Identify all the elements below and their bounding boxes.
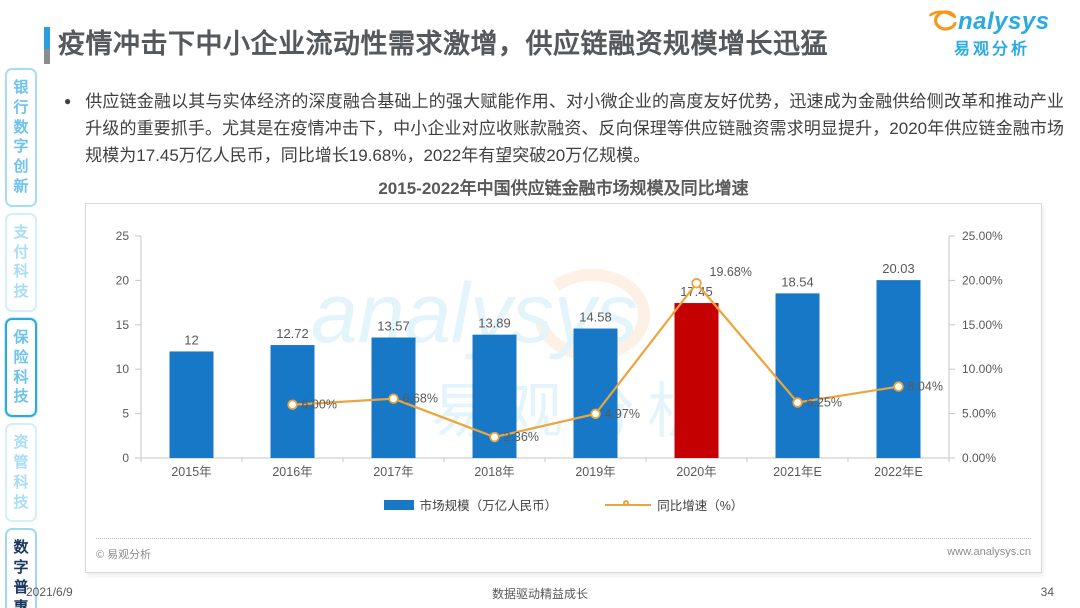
svg-text:13.89: 13.89 [478,316,511,331]
svg-text:6.25%: 6.25% [807,396,842,410]
logo-wordmark: nalysys [958,8,1050,35]
svg-text:8.04%: 8.04% [908,380,943,394]
footer-slogan: 数据驱动精益成长 [491,587,588,601]
chart-source: © 易观分析 [96,549,152,561]
page-title: 疫情冲击下中小企业流动性需求激增，供应链融资规模增长迅猛 [58,29,828,59]
chart-legend: 市场规模（万亿人民币） 同比增速（%） [86,495,1041,514]
svg-text:2019年: 2019年 [575,465,615,479]
svg-text:19.68%: 19.68% [710,265,752,279]
brand-logo: nalysys 易观分析 [928,8,1074,59]
sidebar-item-2[interactable]: 支付科技 [5,212,37,312]
line-marker [893,381,904,392]
svg-text:0: 0 [122,451,129,465]
chart-title: 2015-2022年中国供应链金融市场规模及同比增速 [378,179,749,198]
chart-website: www.analysys.cn [947,546,1031,558]
logo-chinese-name: 易观分析 [954,41,1031,58]
svg-text:14.58: 14.58 [579,310,612,325]
logo-swirl-icon [929,10,957,31]
sidebar-item-5[interactable]: 数字普惠 [5,528,37,608]
intro-block: ● 供应链金融以其与实体经济的深度融合基础上的强大赋能作用、对小微企业的高度友好… [64,88,1064,169]
svg-text:2021年E: 2021年E [773,465,822,479]
bar [876,280,921,458]
svg-text:6.00%: 6.00% [302,398,337,412]
bar [775,293,820,458]
legend-line-marker [623,499,630,506]
svg-text:2018年: 2018年 [474,465,514,479]
svg-text:20.00%: 20.00% [962,273,1003,287]
svg-text:18.54: 18.54 [781,274,814,289]
svg-text:2.36%: 2.36% [504,430,539,444]
svg-text:12.72: 12.72 [276,326,309,341]
svg-text:15.00%: 15.00% [962,318,1003,332]
legend-bar-label: 市场规模（万亿人民币） [419,499,558,513]
line-marker [287,399,298,410]
legend-item-line: 同比增速（%） [605,495,743,514]
svg-text:12: 12 [184,332,198,347]
card-divider [96,538,1031,539]
line-marker [792,397,803,408]
svg-text:0.00%: 0.00% [962,451,996,465]
sidebar: 银行数字创新支付科技保险科技资管科技数字普惠 [3,68,39,608]
legend-line-swatch [605,499,652,506]
intro-text: 供应链金融以其与实体经济的深度融合基础上的强大赋能作用、对小微企业的高度友好优势… [85,92,1064,165]
svg-text:25: 25 [116,229,130,243]
sidebar-item-3[interactable]: 保险科技 [5,317,37,418]
svg-text:4.97%: 4.97% [605,407,640,421]
line-marker [388,393,399,404]
legend-line-label: 同比增速（%） [657,499,744,513]
svg-text:13.57: 13.57 [377,318,410,333]
svg-text:20.03: 20.03 [882,261,915,276]
svg-text:2015年: 2015年 [171,465,211,479]
legend-item-bar: 市场规模（万亿人民币） [383,495,558,514]
sidebar-item-4[interactable]: 资管科技 [5,423,37,523]
svg-text:2020年: 2020年 [676,465,716,479]
combo-chart: analysys易观分析05101520250.00%5.00%10.00%15… [116,229,1003,479]
chart-card: analysys易观分析05101520250.00%5.00%10.00%15… [85,203,1042,573]
bar [674,303,719,458]
svg-text:15: 15 [116,318,130,332]
svg-text:2017年: 2017年 [373,465,413,479]
line-marker [590,408,601,420]
line-marker [489,431,500,443]
svg-text:5: 5 [122,407,129,421]
footer-date: 2021/6/9 [26,585,73,599]
svg-text:25.00%: 25.00% [962,229,1003,243]
bullet-icon: ● [64,94,72,108]
svg-text:10.00%: 10.00% [962,362,1003,376]
bar [169,351,214,458]
footer-page-number: 34 [1040,585,1054,599]
svg-text:20: 20 [116,273,130,287]
svg-text:10: 10 [116,362,130,376]
svg-text:2022年E: 2022年E [874,465,923,479]
legend-bar-swatch [383,499,414,510]
svg-text:2016年: 2016年 [272,465,312,479]
title-accent-bar [44,27,50,64]
line-marker [691,278,702,289]
svg-text:5.00%: 5.00% [962,407,996,421]
sidebar-item-1[interactable]: 银行数字创新 [5,68,37,207]
svg-text:6.68%: 6.68% [403,392,438,406]
